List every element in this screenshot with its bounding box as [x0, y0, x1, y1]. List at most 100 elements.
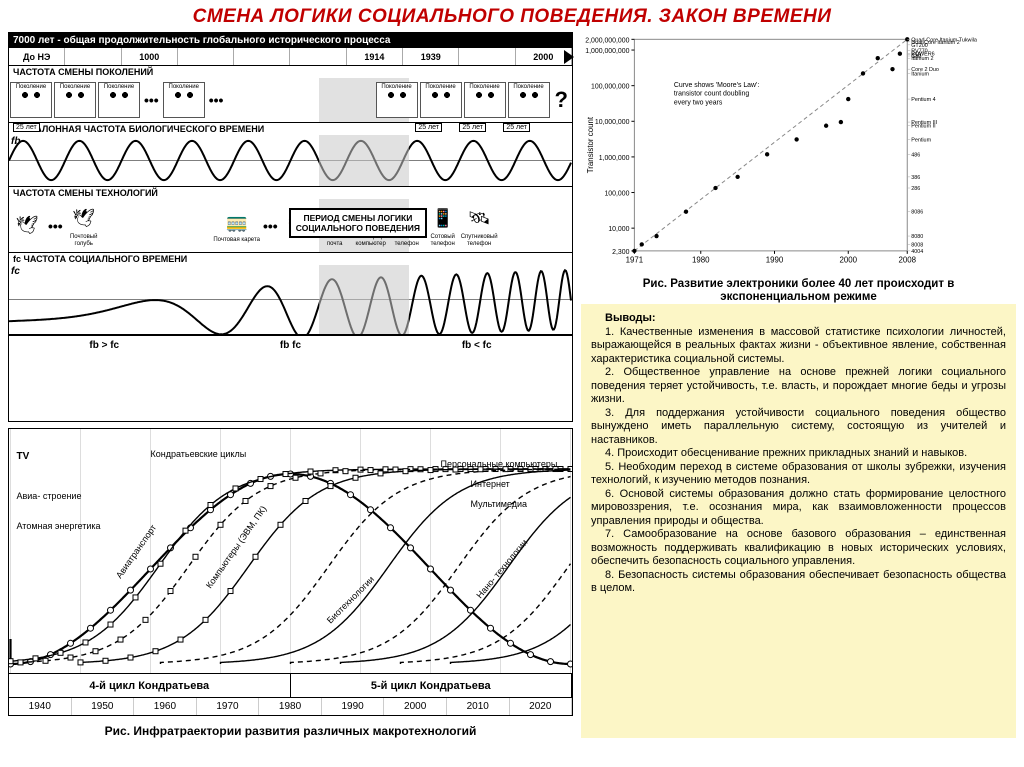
svg-text:Pentium 4: Pentium 4 [911, 97, 935, 103]
d1-tl-cell [65, 48, 121, 65]
d2-xtick: 1940 [9, 698, 72, 715]
cycle-5: 5-й цикл Кондратьева [291, 674, 573, 697]
compare-1: fb > fc [89, 340, 119, 351]
tech-icon: 📱 [428, 204, 458, 234]
svg-text:Кондратьевские циклы: Кондратьевские циклы [151, 449, 247, 459]
svg-text:Нано- технологии: Нано- технологии [474, 537, 529, 600]
d2-xtick: 1990 [322, 698, 385, 715]
svg-text:K10: K10 [911, 52, 921, 58]
gen-row: Поколение Поколение Поколение 25 лет •••… [9, 78, 572, 123]
d1-tl-cell [178, 48, 234, 65]
d2-xtick: 1950 [72, 698, 135, 715]
compare-3: fb < fc [462, 340, 492, 351]
compare-2: fb fc [280, 340, 301, 351]
generation-icon: Поколение [464, 82, 506, 118]
svg-text:2,000,000,000: 2,000,000,000 [585, 37, 629, 44]
ellipsis-icon: ••• [141, 92, 162, 108]
svg-text:100,000,000: 100,000,000 [591, 84, 630, 91]
d2-xtick: 2000 [384, 698, 447, 715]
svg-text:486: 486 [911, 152, 920, 158]
conclusion-item: 1. Качественные изменения в массовой ста… [591, 326, 1006, 367]
svg-text:Компьютеры (ЭВМ, ПК): Компьютеры (ЭВМ, ПК) [204, 504, 269, 590]
fb-symbol: fb [11, 136, 20, 147]
svg-text:1,000,000: 1,000,000 [599, 155, 630, 162]
svg-text:1990: 1990 [766, 256, 784, 265]
generation-icon: Поколение [420, 82, 462, 118]
svg-text:Авиа- строение: Авиа- строение [17, 491, 82, 501]
svg-text:Мультимедиа: Мультимедиа [471, 499, 528, 509]
generation-icon: Поколение [98, 82, 140, 118]
generation-icon: Поколение [376, 82, 418, 118]
tech-icon: 🛰 [464, 204, 494, 234]
tech-label: Почтовыйголубь [66, 234, 102, 248]
conclusion-item: 4. Происходит обесценивание прежних прик… [591, 447, 1006, 461]
generation-icon: Поколение [10, 82, 52, 118]
svg-text:1,000,000,000: 1,000,000,000 [585, 48, 629, 55]
time-law-diagram: 7000 лет - общая продолжительность глоба… [8, 32, 573, 422]
tech-label: ЧАСТОТА СМЕНЫ ТЕХНОЛОГИЙ [9, 187, 572, 199]
bio-label: fb ЭТАЛОННАЯ ЧАСТОТА БИОЛОГИЧЕСКОГО ВРЕМ… [9, 123, 572, 135]
soc-label: fc ЧАСТОТА СОЦИАЛЬНОГО ВРЕМЕНИ [9, 253, 572, 265]
sub25: 25 лет [459, 123, 486, 132]
tech-icon: 🕊 [69, 204, 99, 234]
sub25: 25 лет [503, 123, 530, 132]
svg-text:8008: 8008 [911, 242, 923, 248]
generation-icon: Поколение [163, 82, 205, 118]
d1-tl-cell [234, 48, 290, 65]
svg-text:transistor count doubling: transistor count doubling [674, 91, 749, 98]
svg-text:10,000,000: 10,000,000 [595, 119, 630, 126]
tech-icon: 🚃 [222, 207, 252, 237]
generation-icon: Поколение [54, 82, 96, 118]
svg-text:Transistor count: Transistor count [586, 116, 595, 173]
gen-label: ЧАСТОТА СМЕНЫ ПОКОЛЕНИЙ [9, 66, 572, 78]
d2-xtick: 1980 [259, 698, 322, 715]
tech-icon: 🕊 [12, 211, 42, 241]
generation-icon: Поколение [508, 82, 550, 118]
d1-tl-cell: 1000 [122, 48, 178, 65]
sub25: 25 лет [415, 123, 442, 132]
conclusion-item: 3. Для поддержания устойчивости социальн… [591, 407, 1006, 448]
sub25: 25 лет [13, 123, 40, 132]
svg-text:Биотехнологии: Биотехнологии [325, 574, 376, 625]
svg-text:TV: TV [17, 451, 30, 462]
tech-label: Почтовая карета [213, 237, 260, 244]
conclusion-item: 6. Основой системы образования должно ст… [591, 488, 1006, 529]
d1-tl-cell: 1939 [403, 48, 459, 65]
conclusions-box: Выводы: 1. Качественные изменения в масс… [581, 304, 1016, 738]
moore-caption: Рис. Развитие электроники более 40 лет п… [581, 278, 1016, 304]
d1-tl-cell: 1914 [347, 48, 403, 65]
conclusion-item: 7. Самообразование на основе базового об… [591, 528, 1006, 569]
svg-text:Core 2 Duo: Core 2 Duo [911, 67, 939, 73]
d2-xtick: 1970 [197, 698, 260, 715]
d1-timeline: До НЭ 1000 1914 1939 2000 [9, 48, 572, 66]
tech-label: Сотовыйтелефон [425, 234, 461, 248]
d1-tl-cell [290, 48, 346, 65]
svg-text:1980: 1980 [692, 256, 710, 265]
d2-caption: Рис. Инфратраектории развития различных … [8, 722, 573, 738]
svg-text:8086: 8086 [911, 210, 923, 216]
moore-chart: 2,30010,000100,0001,000,00010,000,000100… [581, 32, 1016, 300]
svg-text:Curve shows 'Moore's Law':: Curve shows 'Moore's Law': [674, 82, 759, 89]
period-change-box: ПЕРИОД СМЕНЫ ЛОГИКИСОЦИАЛЬНОГО ПОВЕДЕНИЯ [289, 208, 427, 238]
svg-text:Атомная энергетика: Атомная энергетика [17, 521, 101, 531]
timeline-arrow-icon [564, 50, 574, 64]
svg-text:2000: 2000 [839, 256, 857, 265]
ellipsis-icon: ••• [260, 218, 281, 234]
svg-text:Pentium: Pentium [911, 137, 931, 143]
svg-text:8080: 8080 [911, 234, 923, 240]
svg-text:386: 386 [911, 175, 920, 181]
svg-text:Pentium III: Pentium III [911, 120, 937, 126]
d1-tl-cell [459, 48, 515, 65]
bio-wave-row: fb [9, 135, 572, 187]
cycle-4: 4-й цикл Кондратьева [9, 674, 291, 697]
conclusions-head: Выводы: [591, 312, 1006, 326]
fc-symbol: fc [11, 266, 20, 277]
soc-wave-row: fc [9, 265, 572, 335]
question-icon: ? [551, 87, 572, 113]
d2-xtick: 2020 [510, 698, 573, 715]
svg-text:1971: 1971 [626, 256, 644, 265]
svg-text:2008: 2008 [898, 256, 916, 265]
compare-row: fb > fc fb fc fb < fc [9, 335, 572, 355]
svg-text:every two years: every two years [674, 100, 723, 107]
d2-xtick: 2010 [447, 698, 510, 715]
